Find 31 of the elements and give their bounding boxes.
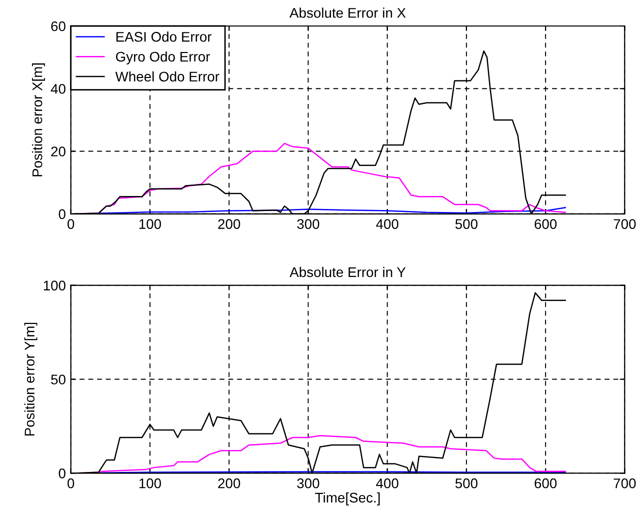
x-tick-label: 0 xyxy=(68,478,74,488)
x-tick-label: 400 xyxy=(376,219,398,229)
y-tick-label: 0 xyxy=(58,468,66,478)
x-tick-label: 700 xyxy=(614,478,636,488)
y-axis-title: Position error Y[m] xyxy=(24,322,38,436)
x-tick-label: 200 xyxy=(218,478,240,488)
x-axis-title: Time[Sec.] xyxy=(315,492,380,506)
legend-label: Gyro Odo Error xyxy=(116,51,210,64)
x-tick-label: 600 xyxy=(534,478,557,488)
x-tick-label: 100 xyxy=(139,219,162,229)
x-tick-label: 700 xyxy=(614,219,636,229)
x-tick-label: 300 xyxy=(297,219,320,229)
x-tick-label: 500 xyxy=(455,219,478,229)
y-tick-label: 20 xyxy=(51,146,66,156)
y-tick-label: 0 xyxy=(58,209,66,220)
y-axis-title: Position error X[m] xyxy=(32,63,45,176)
chart-title: Absolute Error in X xyxy=(290,8,406,18)
chart-title: Absolute Error in Y xyxy=(290,266,406,278)
x-tick-label: 600 xyxy=(534,219,557,229)
x-tick-label: 100 xyxy=(139,478,162,488)
y-tick-label: 50 xyxy=(51,374,66,384)
legend-label: EASI Odo Error xyxy=(116,32,212,42)
x-tick-label: 400 xyxy=(376,478,398,488)
x-tick-label: 200 xyxy=(218,219,240,229)
legend-label: Wheel Odo Error xyxy=(115,71,220,82)
x-tick-label: 300 xyxy=(297,478,320,488)
y-tick-label: 40 xyxy=(50,84,66,94)
y-tick-label: 60 xyxy=(51,21,66,32)
x-tick-label: 0 xyxy=(68,219,74,229)
y-tick-label: 100 xyxy=(44,280,66,290)
x-tick-label: 500 xyxy=(455,478,478,488)
